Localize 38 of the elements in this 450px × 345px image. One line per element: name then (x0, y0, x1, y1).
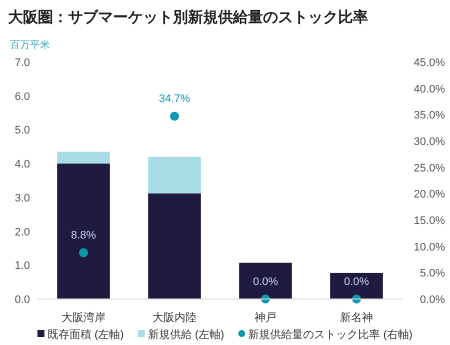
x-tick-label: 神戸 (254, 311, 276, 324)
data-label: 34.7% (158, 93, 190, 106)
y2-tick-label: 40.0% (414, 83, 446, 96)
y-tick-label: 6.0 (14, 90, 30, 103)
y2-tick-label: 15.0% (414, 215, 446, 227)
y2-tick-label: 0.0% (420, 294, 446, 306)
y2-tick-label: 45.0% (414, 57, 446, 69)
data-label: 0.0% (344, 276, 370, 288)
bar (148, 156, 201, 194)
y2-tick-label: 30.0% (414, 136, 446, 148)
legend-label: 既存面積 (左軸) (47, 328, 124, 341)
data-label: 0.0% (252, 276, 278, 288)
legend-label: 新規供給 (左軸) (148, 328, 224, 341)
bar (148, 193, 201, 299)
y2-tick-label: 10.0% (414, 241, 446, 254)
bar (57, 164, 110, 299)
y-tick-label: 2.0 (14, 226, 30, 238)
y2-tick-label: 25.0% (414, 162, 446, 174)
point (79, 248, 88, 258)
y-tick-label: 1.0 (14, 260, 30, 272)
data-label: 8.8% (70, 230, 96, 242)
bar (239, 262, 292, 299)
bar (57, 152, 110, 164)
y-tick-label: 7.0 (14, 57, 30, 69)
y-axis-title: 百万平米 (10, 39, 50, 51)
y-tick-label: 4.0 (14, 158, 30, 171)
y2-tick-label: 5.0% (420, 268, 446, 280)
y-tick-label: 3.0 (14, 192, 30, 204)
chart-title: 大阪圏：サブマーケット別新規供給量のストック比率 (8, 8, 368, 26)
x-tick-label: 新名神 (340, 311, 373, 324)
y-tick-label: 5.0 (14, 124, 30, 137)
x-tick-label: 大阪湾岸 (62, 311, 106, 324)
x-tick-label: 大阪内陸 (152, 311, 196, 324)
y2-tick-label: 20.0% (414, 188, 446, 201)
y-tick-label: 0.0 (14, 294, 30, 306)
y2-tick-label: 35.0% (414, 110, 446, 122)
point (170, 112, 179, 121)
legend-label: 新規供給量のストック比率 (右軸) (248, 328, 413, 341)
